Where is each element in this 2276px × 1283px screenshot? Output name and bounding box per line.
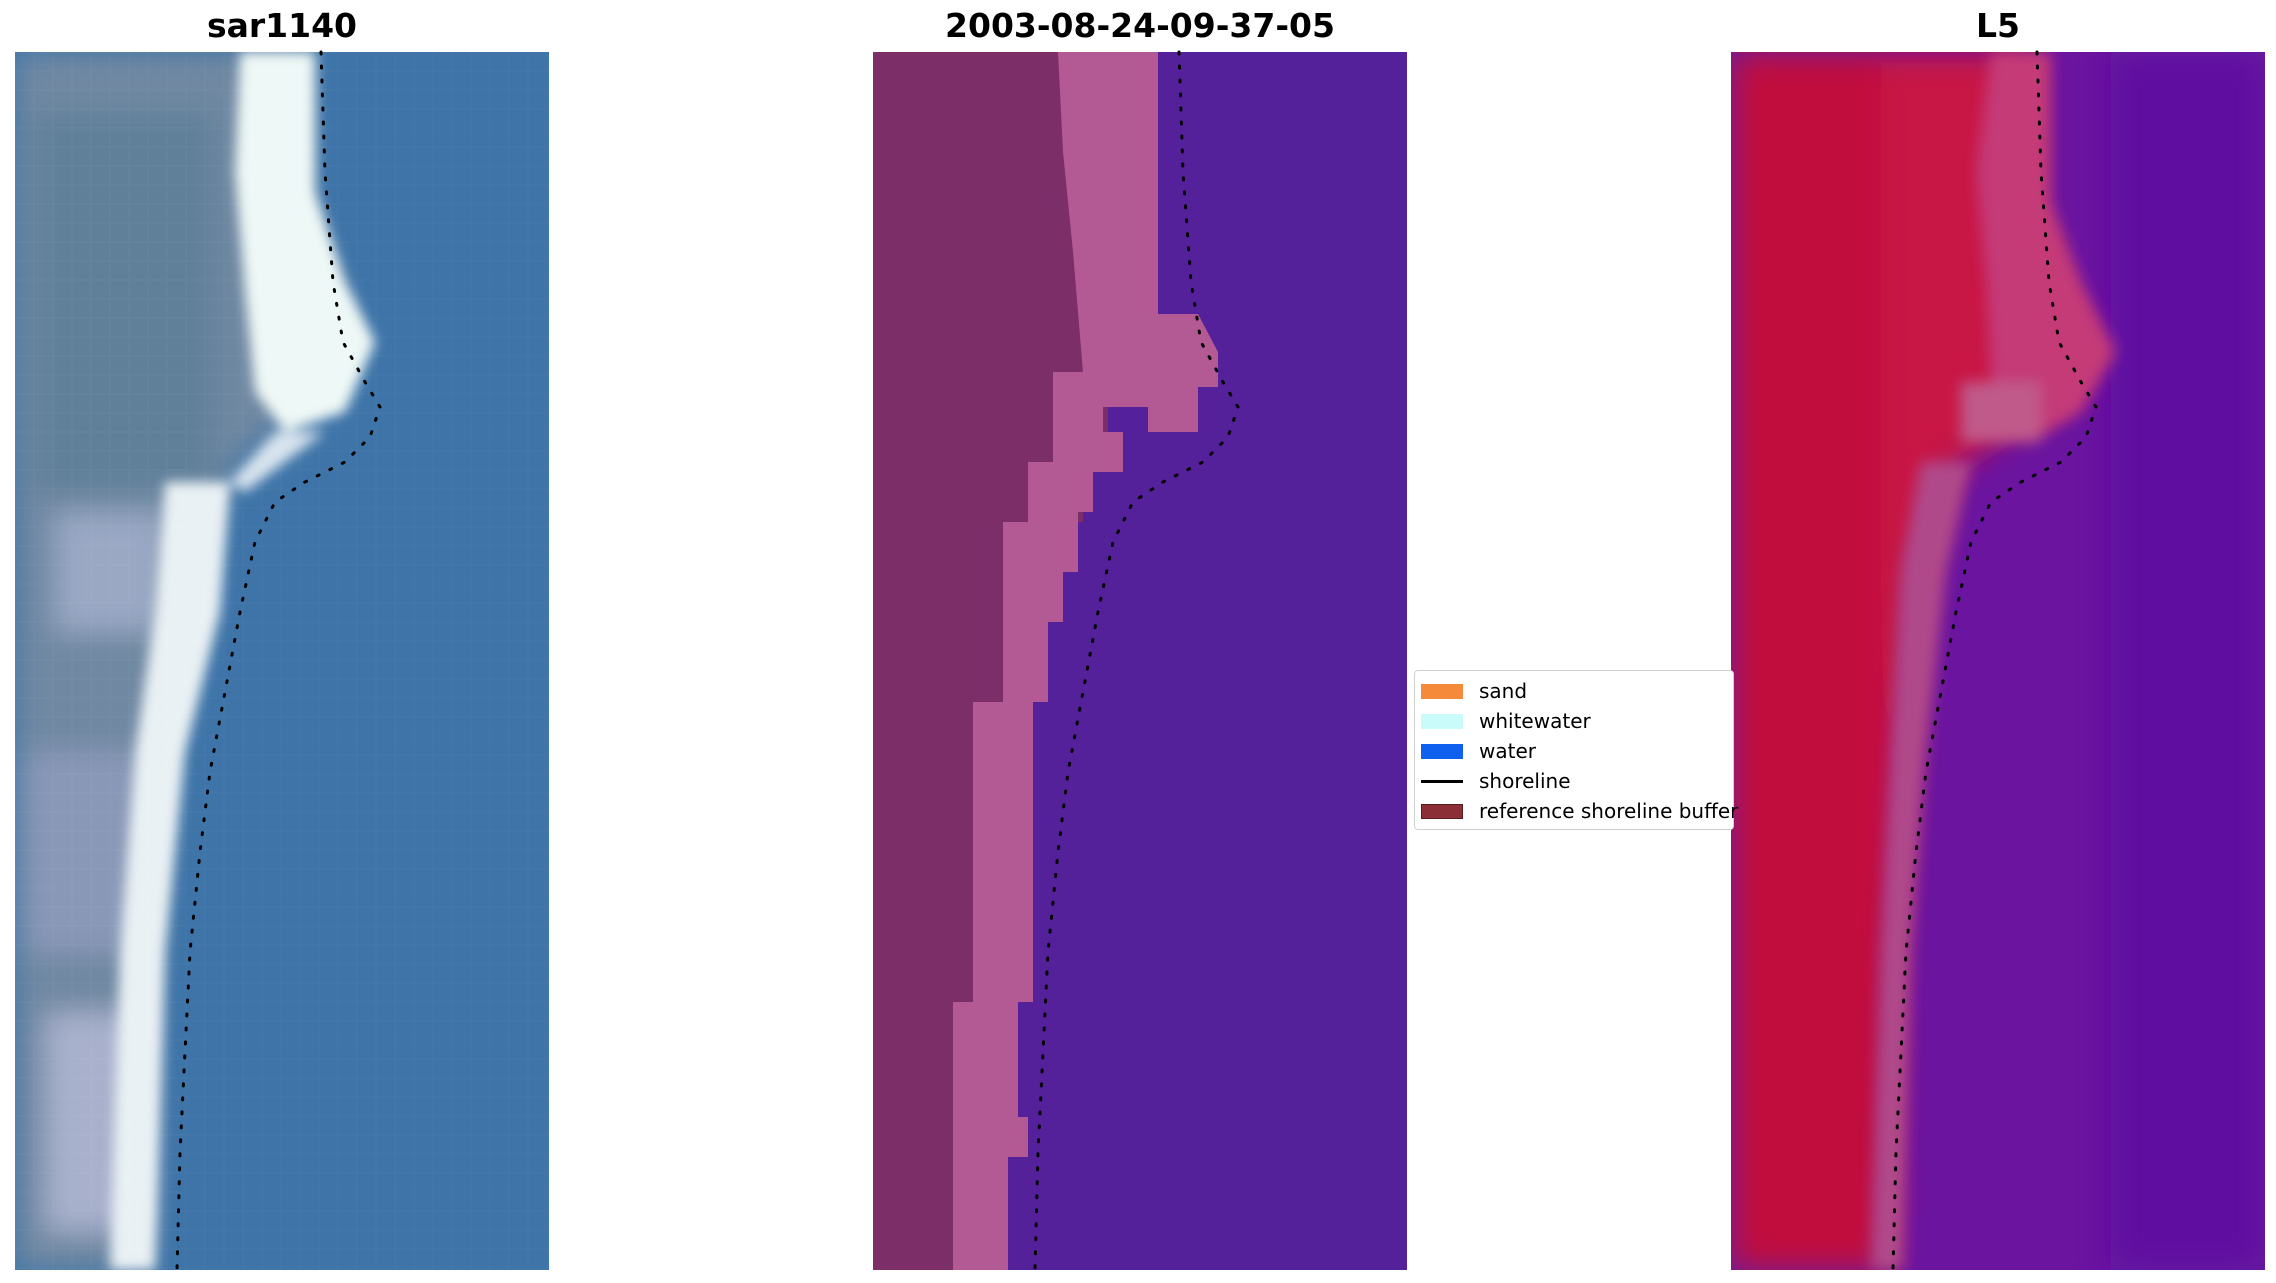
legend-item-shoreline: shoreline [1421, 769, 1571, 793]
legend-label-sand: sand [1479, 679, 1528, 703]
panel-title-index: L5 [1976, 6, 2020, 45]
legend-item-sand: sand [1421, 679, 1527, 703]
shoreline-overlay [175, 50, 2098, 1272]
legend-label-reference-buffer: reference shoreline buffer [1479, 799, 1739, 823]
index-image [1731, 52, 2265, 1270]
legend-swatch-whitewater [1421, 713, 1463, 729]
legend-line-shoreline [1421, 779, 1463, 783]
legend-label-whitewater: whitewater [1479, 709, 1591, 733]
rgb-image [15, 52, 549, 1270]
index-image-panel [1731, 52, 2265, 1270]
legend-swatch-sand [1421, 683, 1463, 699]
classified-image [873, 52, 1407, 1270]
panel-title-classified: 2003-08-24-09-37-05 [945, 6, 1335, 45]
legend-item-whitewater: whitewater [1421, 709, 1591, 733]
rgb-image-panel [15, 52, 549, 1270]
legend-swatch-water [1421, 743, 1463, 759]
classified-image-panel [873, 52, 1407, 1270]
legend-item-water: water [1421, 739, 1536, 763]
legend-item-reference-buffer: reference shoreline buffer [1421, 799, 1738, 823]
legend: sand whitewater water shoreline referenc… [1414, 670, 1738, 830]
legend-swatch-reference-buffer [1421, 803, 1463, 819]
shoreline-index [1891, 50, 2098, 1272]
shoreline-classified [1033, 50, 1240, 1272]
panel-title-rgb: sar1140 [206, 6, 358, 45]
legend-label-water: water [1479, 739, 1536, 763]
shoreline-rgb [175, 50, 382, 1272]
legend-label-shoreline: shoreline [1479, 769, 1571, 793]
